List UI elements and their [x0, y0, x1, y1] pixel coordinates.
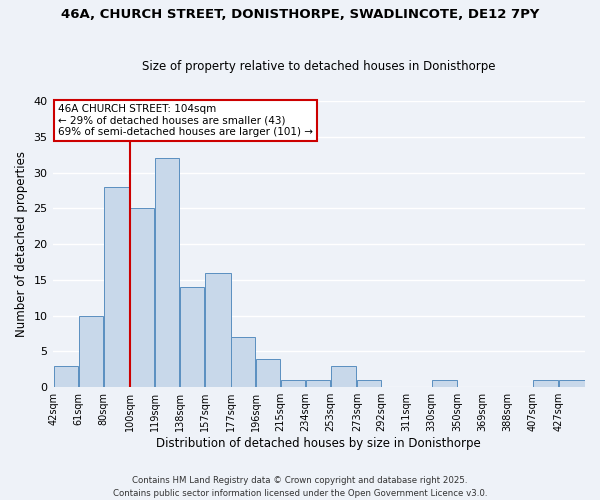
X-axis label: Distribution of detached houses by size in Donisthorpe: Distribution of detached houses by size …: [157, 437, 481, 450]
Bar: [533, 380, 559, 387]
Bar: [357, 380, 382, 387]
Title: Size of property relative to detached houses in Donisthorpe: Size of property relative to detached ho…: [142, 60, 496, 74]
Text: 46A, CHURCH STREET, DONISTHORPE, SWADLINCOTE, DE12 7PY: 46A, CHURCH STREET, DONISTHORPE, SWADLIN…: [61, 8, 539, 20]
Bar: [155, 158, 179, 387]
Bar: [281, 380, 305, 387]
Bar: [331, 366, 356, 387]
Bar: [130, 208, 154, 387]
Bar: [79, 316, 103, 387]
Bar: [205, 272, 230, 387]
Bar: [559, 380, 584, 387]
Bar: [104, 187, 130, 387]
Text: Contains HM Land Registry data © Crown copyright and database right 2025.
Contai: Contains HM Land Registry data © Crown c…: [113, 476, 487, 498]
Text: 46A CHURCH STREET: 104sqm
← 29% of detached houses are smaller (43)
69% of semi-: 46A CHURCH STREET: 104sqm ← 29% of detac…: [58, 104, 313, 137]
Bar: [306, 380, 330, 387]
Bar: [231, 337, 256, 387]
Bar: [432, 380, 457, 387]
Bar: [256, 358, 280, 387]
Y-axis label: Number of detached properties: Number of detached properties: [15, 151, 28, 337]
Bar: [54, 366, 79, 387]
Bar: [180, 287, 204, 387]
